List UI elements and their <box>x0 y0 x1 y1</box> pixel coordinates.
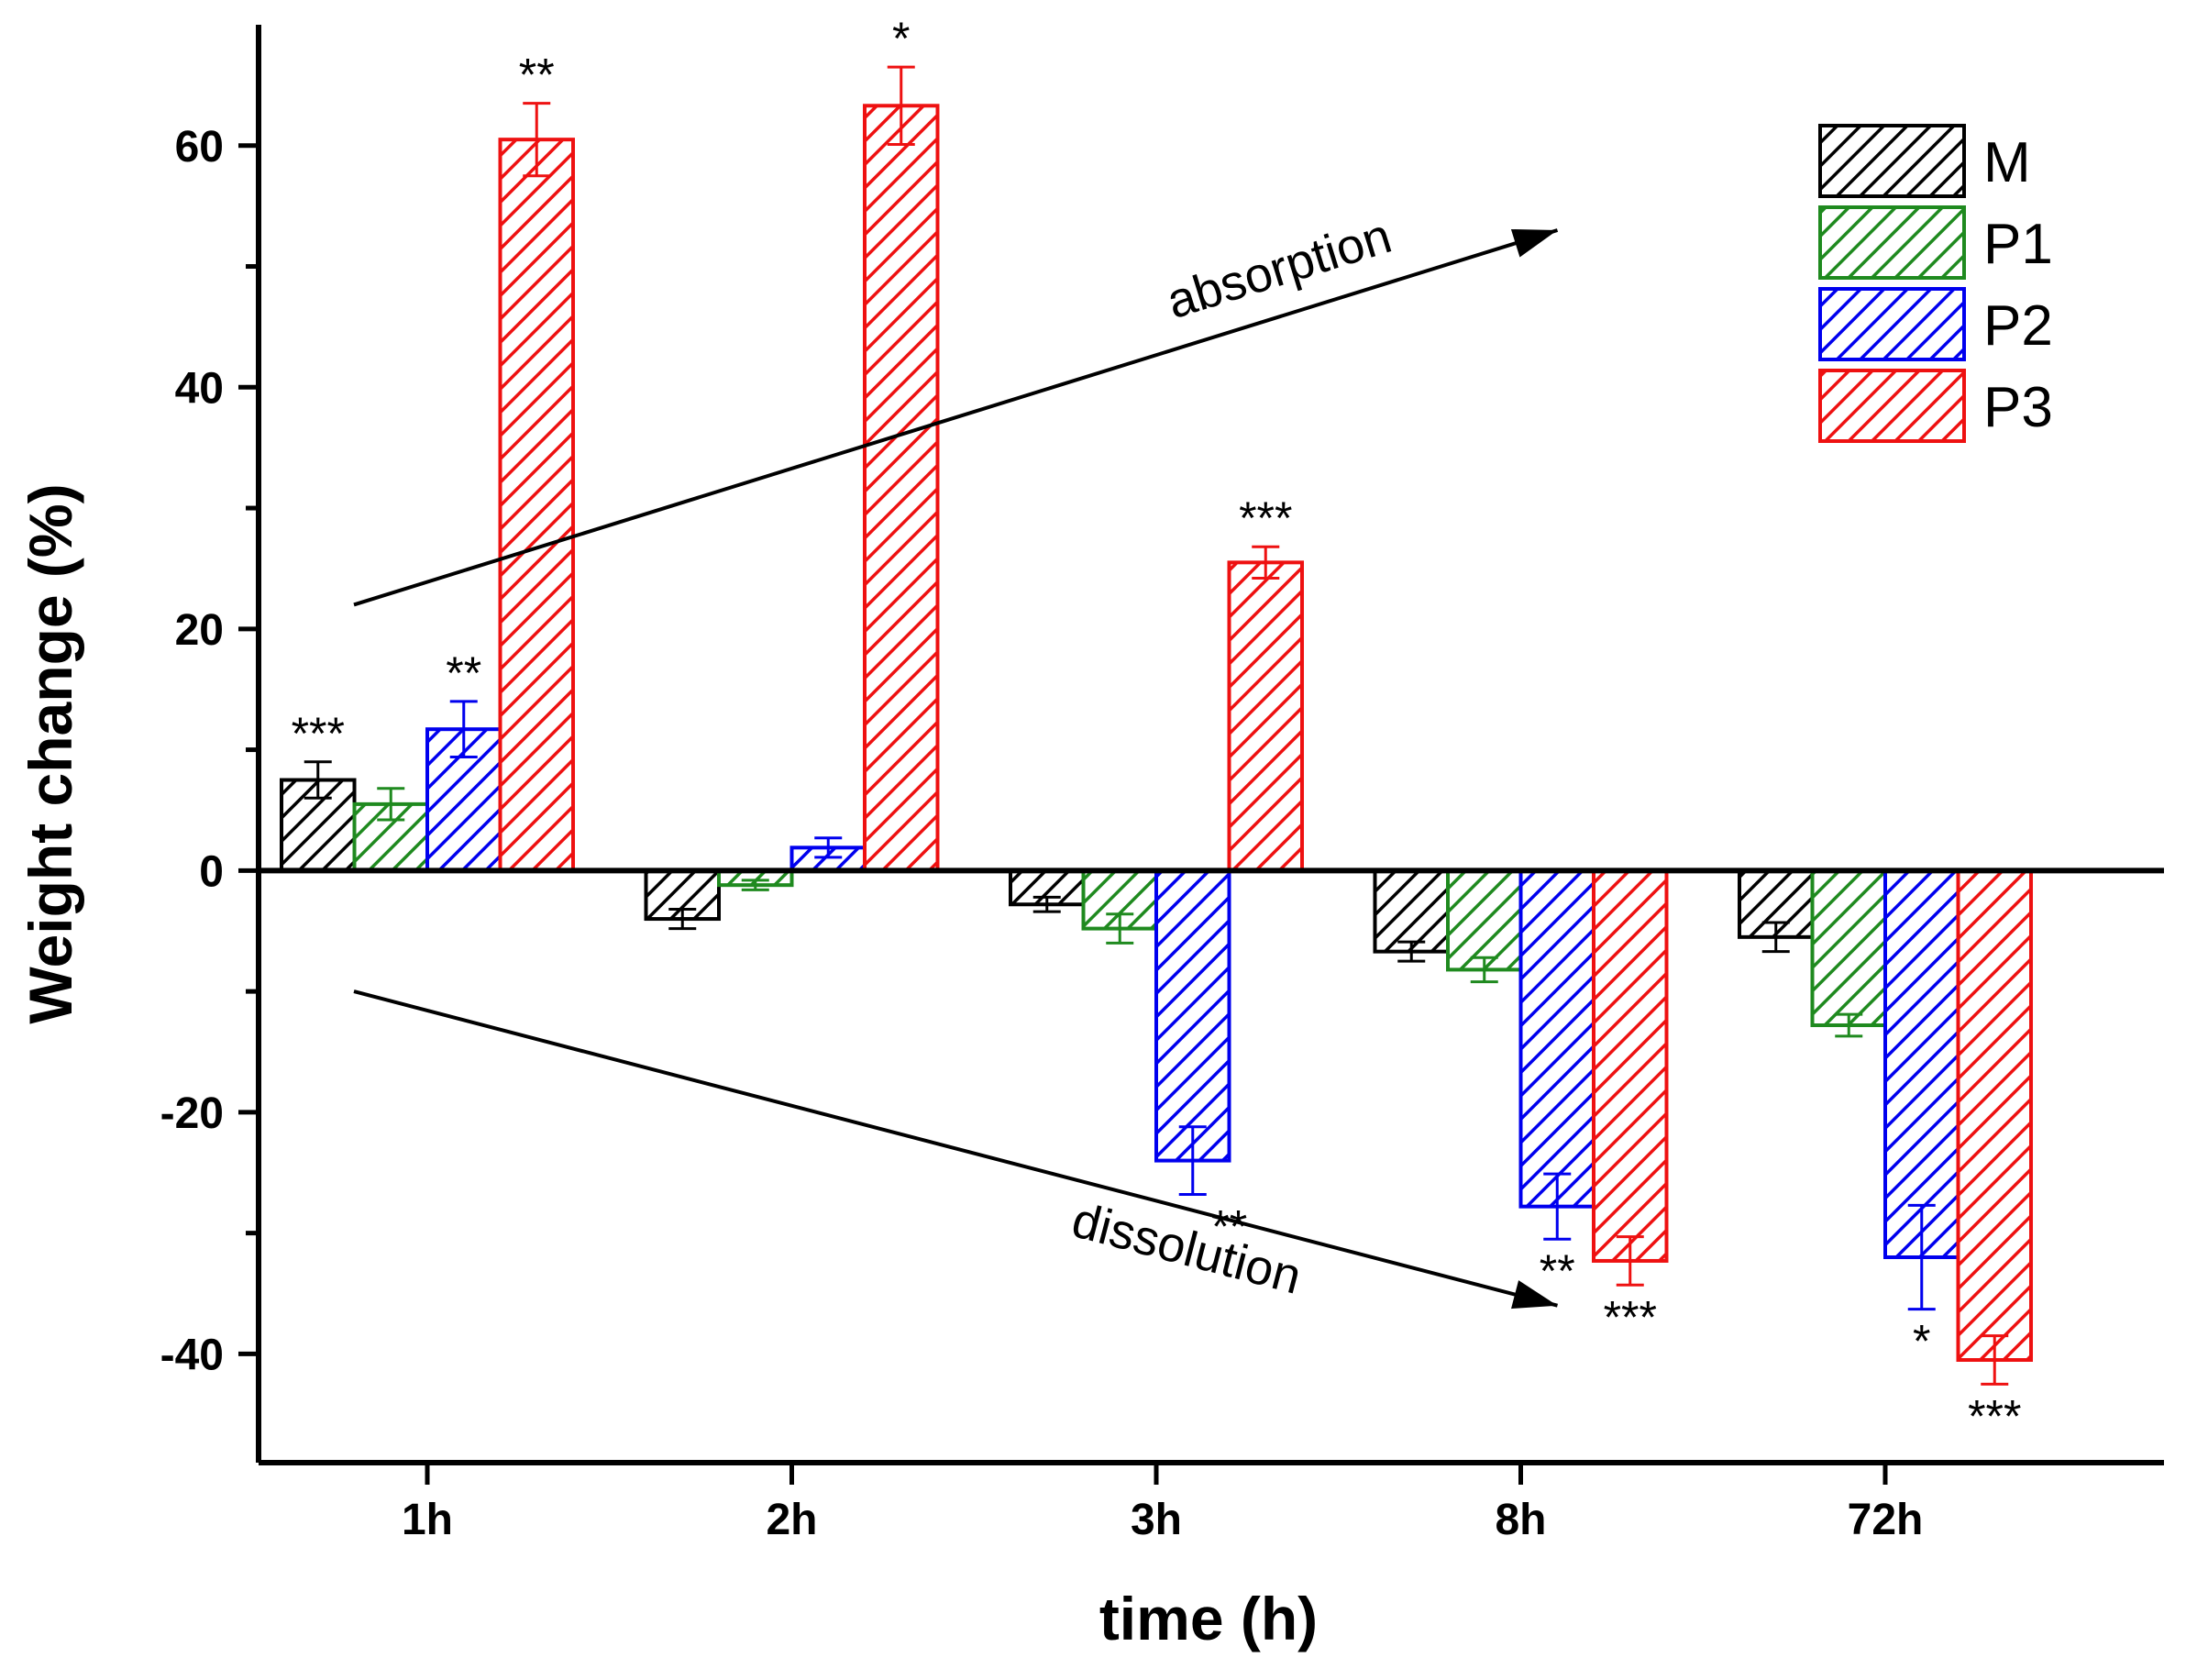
error-bar-m-1h <box>304 760 332 800</box>
legend-swatch-p1 <box>1818 205 1966 280</box>
error-bar-p2-72h <box>1907 1203 1936 1311</box>
bar-p3-2h <box>863 104 940 873</box>
significance-p3-8h: *** <box>1604 1291 1657 1343</box>
error-bar-p1-3h <box>1106 912 1134 945</box>
bar-p2-72h <box>1883 868 1960 1260</box>
legend: M P1 P2 P3 <box>1818 124 2053 443</box>
error-bar-p3-1h <box>523 102 551 178</box>
y-tick-label-60: 60 <box>175 123 224 171</box>
bar-p2-8h <box>1518 868 1595 1209</box>
bar-p1-72h <box>1810 868 1887 1028</box>
significance-p3-1h: ** <box>519 50 555 101</box>
bar-p1-8h <box>1446 868 1523 972</box>
legend-label-p3: P3 <box>1983 376 2053 439</box>
x-tick-label-72h: 72h <box>1848 1496 1924 1544</box>
error-bar-p2-2h <box>814 836 843 859</box>
error-bar-p3-8h <box>1616 1235 1644 1287</box>
legend-swatch-p3 <box>1818 369 1966 443</box>
y-tick-label--20: -20 <box>160 1089 224 1138</box>
legend-swatch-m <box>1818 124 1966 198</box>
error-bar-m-3h <box>1032 895 1061 913</box>
error-bar-p3-2h <box>887 65 915 146</box>
error-bar-p2-8h <box>1543 1172 1572 1241</box>
bar-p3-8h <box>1592 868 1669 1263</box>
legend-label-p2: P2 <box>1983 294 2053 358</box>
x-tick-label-1h: 1h <box>402 1496 453 1544</box>
bar-p3-1h <box>498 138 575 873</box>
error-bar-p3-3h <box>1252 545 1280 580</box>
significance-p2-3h: ** <box>1211 1200 1247 1252</box>
y-tick-label-0: 0 <box>199 847 224 896</box>
x-axis-title: time (h) <box>1099 1585 1318 1652</box>
y-axis-title: Weight change (%) <box>17 483 84 1023</box>
annotation-label-absorption: absorption <box>1161 208 1398 329</box>
bar-m-8h <box>1373 868 1450 954</box>
x-tick-label-2h: 2h <box>766 1496 817 1544</box>
bar-p3-3h <box>1227 560 1304 873</box>
legend-swatch-p2 <box>1818 287 1966 361</box>
significance-p3-2h: * <box>892 13 910 64</box>
significance-p3-3h: *** <box>1239 492 1292 544</box>
error-bar-m-8h <box>1397 940 1426 963</box>
error-bar-p1-1h <box>377 787 405 822</box>
x-tick-label-8h: 8h <box>1495 1496 1546 1544</box>
error-bar-p2-1h <box>449 700 478 758</box>
significance-p2-1h: ** <box>446 647 481 699</box>
error-bars-layer <box>304 65 2009 1386</box>
significance-m-1h: *** <box>292 708 345 759</box>
bar-p3-72h <box>1956 868 2033 1362</box>
legend-label-p1: P1 <box>1983 213 2053 276</box>
error-bar-p3-72h <box>1981 1334 2009 1386</box>
legend-label-m: M <box>1983 131 2031 194</box>
significance-p2-72h: * <box>1913 1316 1930 1367</box>
error-bar-m-72h <box>1761 921 1790 954</box>
error-bar-p2-3h <box>1178 1125 1207 1196</box>
bar-p2-3h <box>1154 868 1231 1163</box>
bars-layer <box>280 104 2033 1362</box>
error-bar-m-2h <box>668 908 697 931</box>
significance-p2-8h: ** <box>1540 1245 1575 1297</box>
axes-layer: -40 -20 0 20 40 60 1h 2h 3h 8h 72h <box>160 25 2164 1544</box>
error-bar-p1-2h <box>741 879 769 891</box>
annotation-arrow-dissolution: dissolution <box>353 989 1559 1310</box>
error-bar-p1-8h <box>1470 956 1498 984</box>
y-tick-label-20: 20 <box>175 606 224 655</box>
y-tick-label--40: -40 <box>160 1331 224 1379</box>
error-bar-p1-72h <box>1835 1012 1863 1038</box>
y-tick-label-40: 40 <box>175 364 224 413</box>
x-tick-label-3h: 3h <box>1131 1496 1182 1544</box>
significance-p3-72h: *** <box>1968 1390 2021 1442</box>
significance-layer: ********************** <box>292 13 2022 1442</box>
